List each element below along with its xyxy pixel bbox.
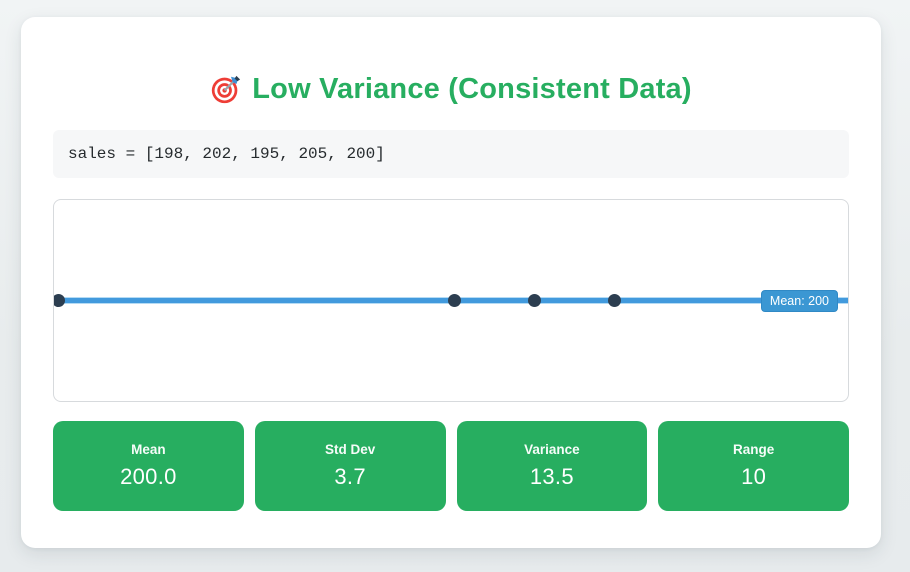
demo-card: Low Variance (Consistent Data) sales = [… — [21, 17, 881, 548]
stat-label: Range — [732, 442, 775, 457]
stat-box-variance: Variance 13.5 — [456, 421, 648, 511]
stat-value: 10 — [741, 464, 767, 489]
stat-label: Std Dev — [324, 442, 376, 457]
data-point-dot — [527, 294, 541, 307]
data-point-dot — [608, 294, 622, 307]
data-point-dot — [54, 294, 66, 307]
stat-value: 200.0 — [120, 464, 177, 489]
dot-plot-chart: Mean: 200 — [53, 199, 849, 402]
stat-box-range: Range 10 — [658, 421, 849, 511]
mean-badge-label: Mean: 200 — [769, 293, 829, 308]
mean-badge: Mean: 200 — [760, 289, 838, 312]
stat-box-mean: Mean 200.0 — [53, 421, 244, 511]
target-icon — [212, 75, 241, 104]
page-title: Low Variance (Consistent Data) — [53, 17, 849, 106]
code-text: sales = [198, 202, 195, 205, 200] — [68, 145, 385, 163]
code-snippet: sales = [198, 202, 195, 205, 200] — [53, 130, 849, 178]
stat-label: Mean — [131, 442, 166, 457]
data-point-dot — [448, 294, 462, 307]
stats-row: Mean 200.0 Std Dev 3.7 Variance 13.5 Ran… — [53, 421, 849, 511]
stat-value: 3.7 — [334, 464, 366, 489]
stat-box-stddev: Std Dev 3.7 — [254, 421, 446, 511]
stat-value: 13.5 — [529, 464, 574, 489]
stat-label: Variance — [524, 442, 580, 457]
page-title-text: Low Variance (Consistent Data) — [252, 73, 692, 105]
